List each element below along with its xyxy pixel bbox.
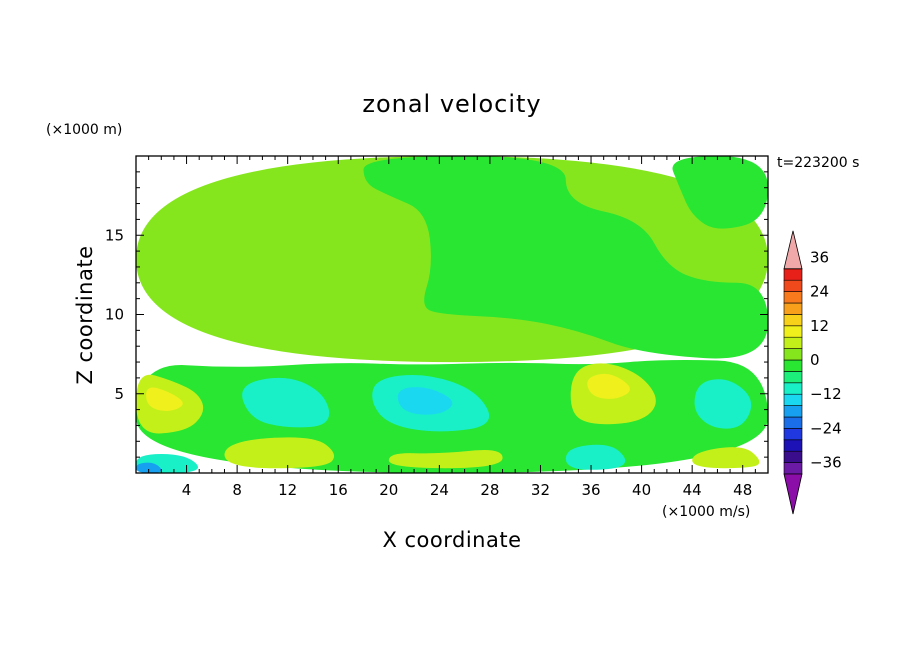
x-tick-label: 8 [232, 481, 242, 499]
contour-region-negative-west-surface-core [136, 462, 162, 473]
colorbar-band [783, 450, 803, 463]
colorbar-band [783, 416, 803, 429]
x-tick-label: 4 [182, 481, 192, 499]
colorbar-band [783, 291, 803, 304]
x-tick-label: 40 [632, 481, 651, 499]
chart-title: zonal velocity [362, 90, 541, 118]
colorbar-band [783, 462, 803, 475]
x-axis: 4 8 12 16 20 24 28 32 36 40 44 48 [148, 156, 756, 499]
x-tick-label: 32 [531, 481, 550, 499]
colorbar-tick-label: 24 [810, 283, 829, 301]
colorbar-band [783, 268, 803, 281]
x-tick-label: 48 [733, 481, 752, 499]
contour-region-positive-east-core [587, 373, 630, 399]
x-tick-label: 24 [430, 481, 449, 499]
colorbar-band [783, 325, 803, 338]
colorbar-tick-label: 12 [810, 317, 829, 335]
x-tick-label: 20 [379, 481, 398, 499]
colorbar-band [783, 382, 803, 395]
y-tick-label: 5 [114, 385, 124, 403]
x-tick-label: 36 [581, 481, 600, 499]
contour-region-positive-west-core [146, 387, 183, 412]
time-label: t=223200 s [777, 155, 859, 171]
contour-region-negative-east-cell [694, 379, 752, 429]
colorbar-tick-label: −24 [810, 419, 842, 437]
contour-region-positive-east-surface [692, 447, 760, 469]
contour-region-positive-surface-band [224, 437, 334, 469]
colorbar-under-triangle [783, 473, 803, 515]
x-axis-title: X coordinate [382, 528, 521, 552]
contour-region-slight-negative-east-top [672, 156, 768, 229]
colorbar-tick-label: −12 [810, 385, 842, 403]
colorbar-band [783, 359, 803, 372]
colorbar-band [783, 439, 803, 452]
colorbar-band [783, 314, 803, 327]
contour-region-negative-central-core [397, 387, 453, 415]
colorbar-band [783, 279, 803, 292]
colorbar-tick-label: 0 [810, 351, 820, 369]
y-axis-title: Z coordinate [73, 245, 97, 384]
colorbar-band [783, 348, 803, 361]
x-tick-label: 16 [329, 481, 348, 499]
contour-region-slight-negative-east-upper [363, 156, 768, 359]
colorbar-tick-label: 36 [810, 248, 829, 266]
y-unit-label: (×1000 m) [46, 122, 122, 138]
colorbar-over-triangle [783, 230, 803, 270]
colorbar-band [783, 428, 803, 441]
contour-region-negative-east-surface [565, 444, 626, 470]
x-tick-label: 28 [480, 481, 499, 499]
colorbar-band [783, 405, 803, 418]
colorbar-band [783, 302, 803, 315]
colorbar-band [783, 371, 803, 384]
contour-field [136, 156, 768, 473]
y-axis: 5 10 15 [105, 171, 768, 458]
colorbar-tick-label: −36 [810, 454, 842, 472]
x-tick-label: 12 [278, 481, 297, 499]
contour-region-positive-mid-surface [388, 450, 503, 469]
contour-region-negative-west-cell [242, 377, 330, 428]
y-tick-label: 10 [105, 306, 124, 324]
colorbar-band [783, 393, 803, 406]
colorbar: 36 24 12 0 −12 −24 −36 [783, 230, 842, 515]
x-tick-label: 44 [683, 481, 702, 499]
colorbar-band [783, 336, 803, 349]
x-unit-label: (×1000 m/s) [662, 504, 750, 520]
y-tick-label: 15 [105, 226, 124, 244]
